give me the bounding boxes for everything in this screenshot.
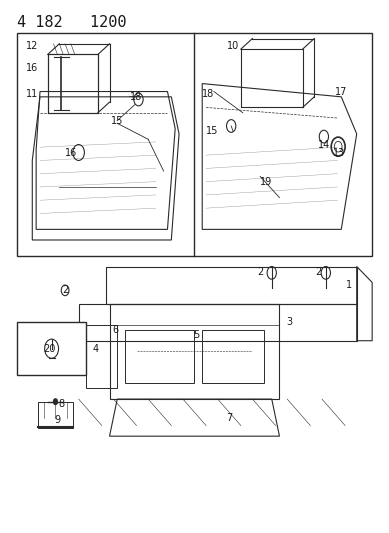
Text: 18: 18 [130,92,143,102]
Text: 4: 4 [93,344,99,354]
Text: 2: 2 [315,267,321,277]
Text: 16: 16 [65,148,77,158]
Text: 10: 10 [227,42,239,52]
Text: 19: 19 [260,176,272,187]
Text: 17: 17 [335,86,347,96]
Text: 13: 13 [333,148,345,158]
Text: 9: 9 [54,415,60,425]
Text: 15: 15 [206,126,218,136]
Text: 14: 14 [318,140,330,150]
Bar [17,322,86,375]
Text: 4 182   1200: 4 182 1200 [17,14,126,30]
Text: 12: 12 [26,42,39,52]
Text: 1: 1 [346,280,352,290]
Text: 18: 18 [202,89,214,99]
Text: 6: 6 [112,325,118,335]
Text: 2: 2 [62,285,68,295]
Bar [17,33,372,256]
Circle shape [53,399,58,405]
Text: 2: 2 [257,267,263,277]
Text: 15: 15 [111,116,123,126]
Text: 7: 7 [226,413,232,423]
Text: 20: 20 [44,344,56,354]
Text: 16: 16 [26,63,39,72]
Text: 8: 8 [58,399,64,409]
Text: 5: 5 [193,330,200,341]
Text: 3: 3 [286,317,292,327]
Text: 11: 11 [26,89,39,99]
